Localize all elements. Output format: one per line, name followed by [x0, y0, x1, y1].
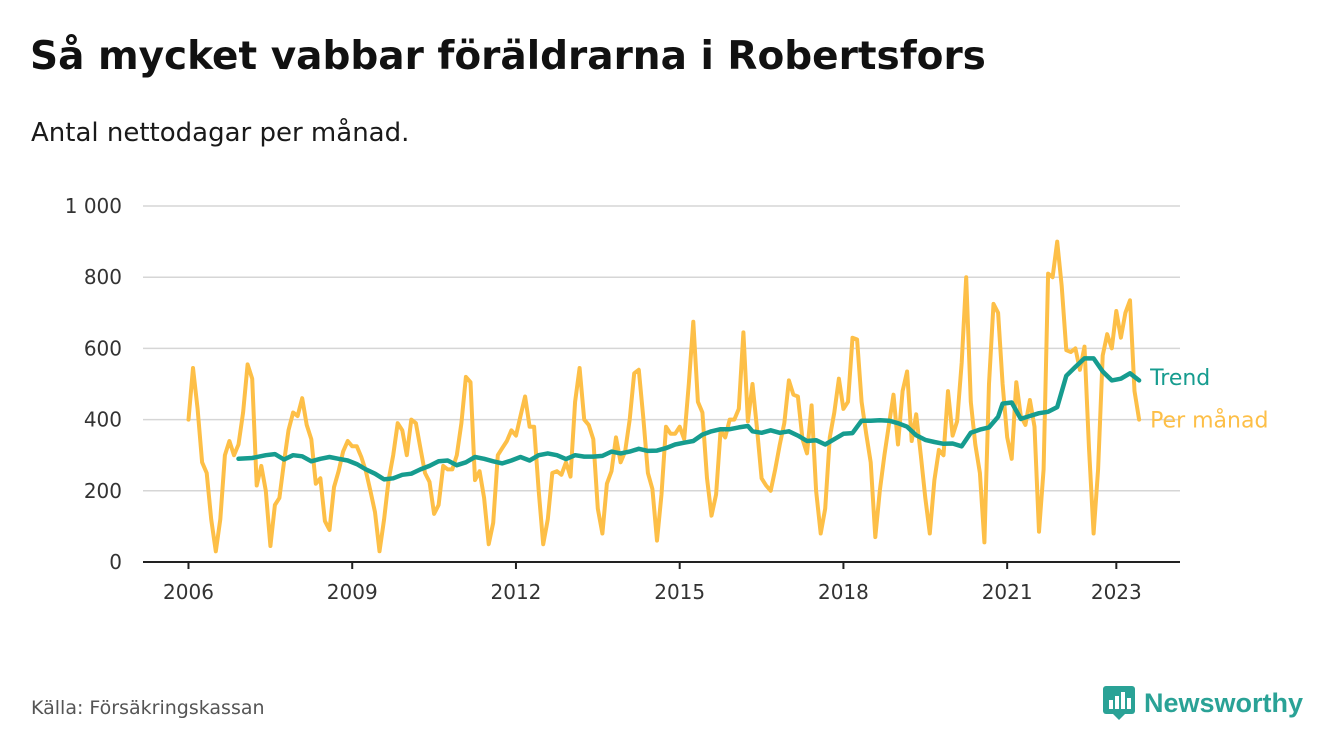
y-tick-label: 0 — [109, 550, 122, 574]
x-tick-label: 2009 — [327, 580, 378, 604]
series-label-trend: Trend — [1149, 366, 1210, 391]
series-label-per-månad: Per månad — [1150, 408, 1268, 434]
y-tick-label: 1 000 — [65, 194, 122, 218]
series-lines — [186, 239, 1142, 554]
brand-name: Newsworthy — [1144, 687, 1304, 718]
newsworthy-logo-icon — [1103, 686, 1135, 720]
y-tick-label: 400 — [84, 408, 122, 432]
x-tick-label: 2006 — [163, 580, 214, 604]
series-labels: Per månad Trend — [1149, 366, 1268, 434]
series-line-per-månad — [186, 239, 1142, 554]
x-tick-label: 2021 — [982, 580, 1033, 604]
series-line-trend — [236, 356, 1142, 482]
x-tick-label: 2015 — [654, 580, 705, 604]
chart-subtitle: Antal nettodagar per månad. — [31, 118, 410, 148]
x-tick-label: 2023 — [1091, 580, 1142, 604]
x-tick-label: 2012 — [491, 580, 542, 604]
chart-title: Så mycket vabbar föräldrarna i Robertsfo… — [30, 34, 986, 79]
x-tick-label: 2018 — [818, 580, 869, 604]
axes: 0 200 400 600 800 1 000 2006 2009 2012 2015 2018 20… — [65, 194, 1180, 604]
y-tick-label: 600 — [84, 336, 122, 360]
newsworthy-brand[interactable]: Newsworthy — [1102, 683, 1303, 723]
source-note: Källa: Försäkringskassan — [31, 697, 265, 719]
y-tick-label: 800 — [84, 265, 122, 289]
y-tick-label: 200 — [84, 479, 122, 503]
